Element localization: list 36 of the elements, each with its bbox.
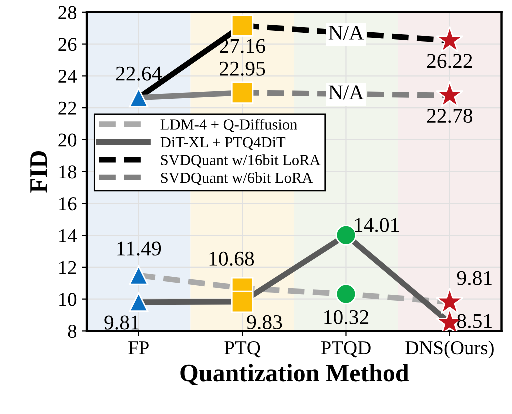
x-tick-label: FP [128, 342, 149, 354]
y-tick-label: 22 [58, 102, 76, 115]
y-tick-label: 12 [60, 261, 76, 274]
annotation: 11.49 [118, 242, 162, 256]
x-tick-label: DNS(Ours) [406, 340, 494, 359]
y-tick-label: 26 [58, 38, 77, 52]
annotation: 22.95 [220, 62, 266, 76]
annotation: 8.51 [457, 314, 492, 328]
legend-label: SVDQuant w/16bit LoRA [161, 154, 321, 168]
annotation: 27.16 [220, 39, 266, 54]
annotation: 9.83 [247, 315, 282, 330]
y-tick-label: 24 [58, 70, 78, 83]
legend-label: SVDQuant w/6bit LoRA [161, 172, 314, 186]
annotation: 10.68 [210, 252, 254, 266]
y-tick-label: 10 [60, 293, 77, 306]
annotation: 22.64 [116, 66, 162, 81]
y-tick-label: 18 [60, 166, 77, 179]
annotation: 9.81 [457, 271, 492, 286]
x-axis-title: Quantization Method [180, 364, 410, 386]
annotation: 22.78 [427, 109, 473, 124]
y-tick-label: 20 [58, 134, 77, 147]
y-axis-title: FID [30, 152, 48, 193]
annotation: 26.22 [427, 54, 472, 68]
annotation: N/A [328, 26, 364, 40]
annotation: N/A [328, 86, 364, 100]
x-tick-label: PTQ [224, 342, 261, 358]
y-tick-label: 16 [60, 198, 77, 211]
y-tick-label: 8 [68, 325, 77, 338]
legend-label: DiT-XL + PTQ4DiT [160, 137, 286, 150]
annotation: 10.32 [324, 310, 369, 325]
x-tick-label: PTQD [321, 342, 371, 358]
y-tick-label: 14 [60, 229, 78, 242]
legend-label: LDM-4 + Q-Diffusion [160, 118, 298, 132]
annotation: 9.81 [104, 316, 140, 330]
y-tick-label: 28 [58, 6, 77, 20]
annotation: 14.01 [355, 218, 399, 232]
